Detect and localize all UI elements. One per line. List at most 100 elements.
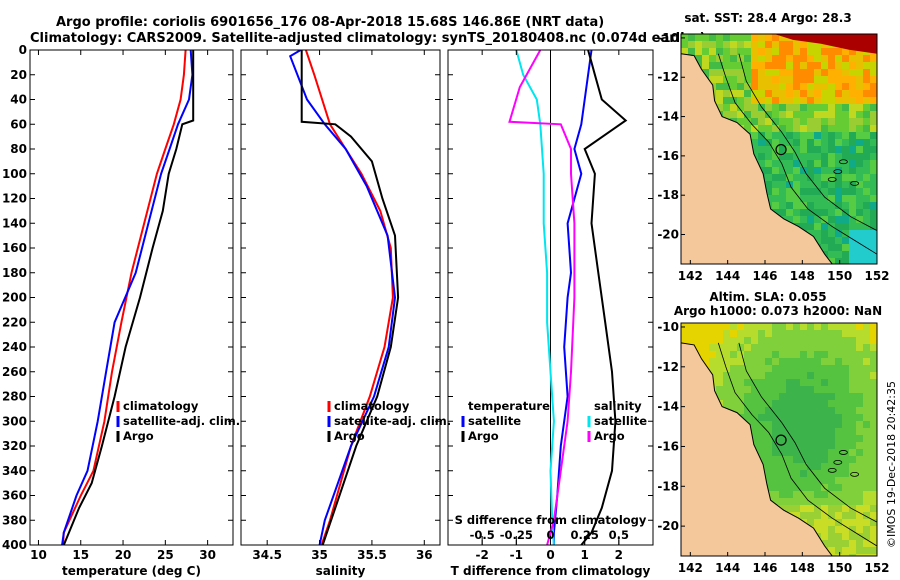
- reef-outline: [850, 471, 859, 477]
- field-cell: [765, 407, 772, 414]
- field-cell: [765, 76, 772, 83]
- field-cell: [800, 153, 807, 160]
- field-cell: [842, 456, 849, 463]
- field-cell: [814, 216, 821, 223]
- field-cell: [723, 111, 730, 118]
- field-cell: [751, 83, 758, 90]
- field-cell: [828, 386, 835, 393]
- field-cell: [730, 90, 737, 97]
- field-cell: [849, 181, 856, 188]
- field-cell: [786, 90, 793, 97]
- field-cell: [786, 104, 793, 111]
- field-cell: [856, 97, 863, 104]
- field-cell: [856, 251, 863, 258]
- field-cell: [835, 407, 842, 414]
- deep-contour: [738, 342, 877, 523]
- field-cell: [863, 400, 870, 407]
- field-cell: [800, 435, 807, 442]
- field-cell: [835, 251, 842, 258]
- field-cell: [716, 393, 723, 400]
- field-cell: [772, 34, 779, 41]
- field-cell: [856, 209, 863, 216]
- field-cell: [828, 111, 835, 118]
- field-cell: [758, 344, 765, 351]
- field-cell: [863, 386, 870, 393]
- field-cell: [821, 69, 828, 76]
- field-cell: [765, 104, 772, 111]
- field-cell: [849, 55, 856, 62]
- field-cell: [716, 351, 723, 358]
- field-cell: [779, 505, 786, 512]
- field-cell: [849, 323, 856, 330]
- field-cell: [758, 407, 765, 414]
- field-cell: [828, 139, 835, 146]
- field-cell: [856, 421, 863, 428]
- field-cell: [828, 498, 835, 505]
- field-cell: [856, 223, 863, 230]
- field-cell: [863, 195, 870, 202]
- field-cell: [800, 351, 807, 358]
- field-cell: [751, 330, 758, 337]
- field-cell: [849, 547, 856, 554]
- field-cell: [793, 167, 800, 174]
- field-cell: [814, 449, 821, 456]
- field-cell: [772, 125, 779, 132]
- field-cell: [842, 428, 849, 435]
- field-cell: [716, 386, 723, 393]
- field-cell: [758, 55, 765, 62]
- field-cell: [807, 69, 814, 76]
- field-cell: [800, 463, 807, 470]
- field-cell: [765, 393, 772, 400]
- field-cell: [800, 55, 807, 62]
- field-cell: [828, 526, 835, 533]
- field-cell: [765, 435, 772, 442]
- field-cell: [793, 449, 800, 456]
- field-cell: [849, 244, 856, 251]
- field-cell: [835, 69, 842, 76]
- field-cell: [842, 533, 849, 540]
- field-cell: [730, 358, 737, 365]
- field-cell: [870, 323, 877, 330]
- field-cell: [681, 41, 688, 48]
- field-cell: [863, 167, 870, 174]
- field-cell: [821, 323, 828, 330]
- field-cell: [758, 69, 765, 76]
- field-cell: [856, 83, 863, 90]
- field-cell: [758, 62, 765, 69]
- field-cell: [758, 146, 765, 153]
- field-cell: [730, 344, 737, 351]
- field-cell: [828, 484, 835, 491]
- field-cell: [821, 477, 828, 484]
- field-cell: [772, 118, 779, 125]
- field-cell: [856, 160, 863, 167]
- field-cell: [821, 435, 828, 442]
- field-cell: [765, 69, 772, 76]
- field-cell: [849, 449, 856, 456]
- field-cell: [856, 463, 863, 470]
- field-cell: [870, 526, 877, 533]
- field-cell: [863, 62, 870, 69]
- field-cell: [828, 477, 835, 484]
- field-cell: [723, 41, 730, 48]
- field-cell: [835, 533, 842, 540]
- field-cell: [807, 97, 814, 104]
- field-cell: [849, 533, 856, 540]
- field-cell: [856, 55, 863, 62]
- field-cell: [814, 188, 821, 195]
- field-cell: [835, 83, 842, 90]
- field-cell: [828, 62, 835, 69]
- y-tick-label: 180: [2, 266, 27, 280]
- field-cell: [786, 146, 793, 153]
- map-x-tick-label: 150: [827, 561, 852, 575]
- field-cell: [807, 83, 814, 90]
- field-cell: [828, 83, 835, 90]
- field-cell: [835, 188, 842, 195]
- field-cell: [716, 62, 723, 69]
- field-cell: [856, 372, 863, 379]
- field-cell: [821, 470, 828, 477]
- field-cell: [786, 407, 793, 414]
- field-cell: [821, 76, 828, 83]
- field-cell: [709, 41, 716, 48]
- field-cell: [716, 330, 723, 337]
